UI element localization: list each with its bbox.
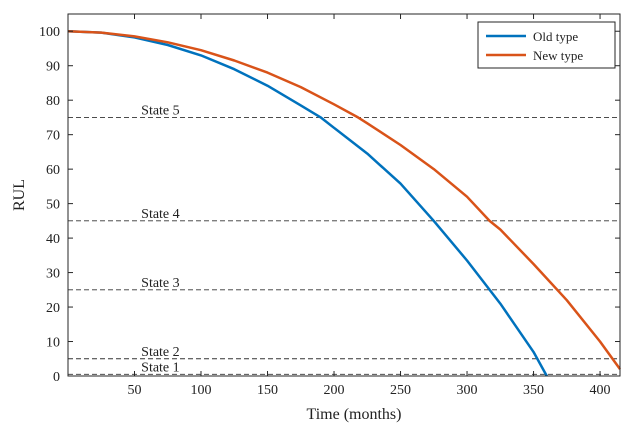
y-tick-label: 90	[46, 60, 60, 75]
y-tick-label: 40	[46, 232, 60, 247]
legend-box	[477, 21, 616, 69]
y-axis-ticks: 0 10 20 30 40 50 60 70 80 90 100	[39, 25, 620, 385]
y-tick-label: 0	[53, 370, 60, 385]
state-label: State 2	[141, 345, 180, 360]
x-tick-label: 100	[191, 383, 212, 398]
x-axis-ticks: 50 100 150 200 250 300 350 400	[128, 14, 611, 398]
y-tick-label: 20	[46, 301, 60, 316]
state-label: State 5	[141, 103, 180, 118]
series-layer	[67, 29, 622, 377]
y-tick-label: 10	[46, 336, 60, 351]
y-axis-label: RUL	[11, 179, 28, 211]
plot-frame	[67, 13, 621, 377]
x-axis-label: Time (months)	[307, 406, 402, 423]
y-tick-label: 30	[46, 267, 60, 282]
y-tick-label: 70	[46, 129, 60, 144]
state-label: State 4	[141, 207, 180, 222]
y-tick-label: 100	[39, 25, 60, 40]
series-line	[67, 29, 548, 377]
x-tick-label: 250	[390, 383, 411, 398]
legend-label: New type	[533, 48, 583, 63]
legend: Old type New type	[477, 21, 616, 69]
legend-label: Old type	[533, 29, 578, 44]
x-tick-label: 200	[324, 383, 345, 398]
y-tick-label: 80	[46, 94, 60, 109]
x-tick-label: 350	[523, 383, 544, 398]
x-tick-label: 50	[128, 383, 142, 398]
state-label: State 3	[141, 276, 180, 291]
series-line	[67, 29, 622, 370]
x-tick-label: 150	[257, 383, 278, 398]
y-tick-label: 50	[46, 198, 60, 213]
x-tick-label: 400	[590, 383, 611, 398]
y-tick-label: 60	[46, 163, 60, 178]
x-tick-label: 300	[457, 383, 478, 398]
state-label: State 1	[141, 360, 180, 375]
